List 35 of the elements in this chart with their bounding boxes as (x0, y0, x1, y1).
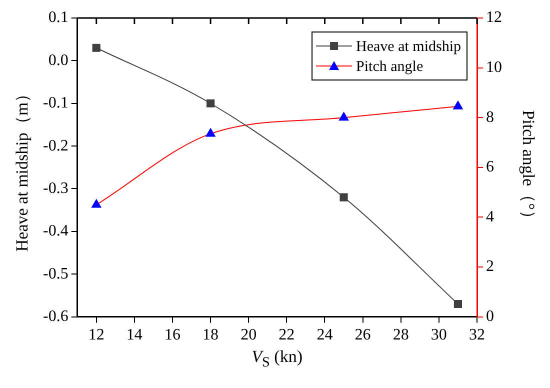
y2-tick-label: 4 (486, 208, 494, 226)
x-tick-label: 26 (354, 326, 371, 344)
y-tick-label: -0.1 (43, 94, 68, 112)
x-tick-label: 20 (240, 326, 257, 344)
legend-label: Pitch angle (356, 58, 424, 75)
x-tick-label: 16 (164, 326, 180, 344)
legend-label: Heave at midship (356, 38, 462, 55)
x-tick-label: 14 (126, 326, 142, 344)
x-tick-label: 24 (316, 326, 333, 344)
x-tick-label: 28 (392, 326, 409, 344)
y2-tick-label: 8 (486, 108, 494, 126)
point (340, 193, 348, 202)
y-tick-label: 0.0 (48, 52, 68, 69)
y-tick-label: -0.3 (43, 180, 68, 197)
y-tick-label: -0.6 (43, 308, 68, 326)
y2-tick-label: 12 (486, 9, 502, 26)
x-tick-label: 22 (278, 326, 295, 344)
y2-tick-label: 6 (486, 158, 494, 176)
y2-tick-label: 0 (486, 308, 494, 326)
point (206, 99, 215, 108)
x-tick-label: 32 (469, 326, 485, 344)
y-tick-label: -0.5 (43, 265, 68, 282)
y-tick-label: 0.1 (48, 9, 68, 26)
y2-tick-label: 2 (486, 258, 494, 276)
x-tick-label: 12 (88, 326, 104, 344)
y-tick-label: -0.4 (43, 222, 68, 240)
x-tick-label: 18 (202, 326, 219, 344)
x-axis-title: V$_{S}$ (kn) (252, 346, 302, 372)
point (92, 44, 100, 52)
y2-tick-label: 10 (486, 59, 502, 76)
y-axis-title: Heave at midship（m） (12, 86, 33, 252)
y-tick-label: -0.2 (43, 137, 68, 154)
point (454, 300, 462, 308)
y2-axis-title: Pitch angle（°） (517, 110, 538, 228)
x-tick-label: 30 (430, 326, 447, 344)
